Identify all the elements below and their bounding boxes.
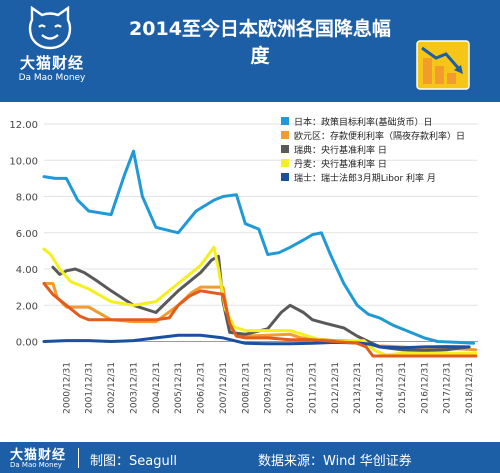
- legend-label-1: 欧元区：存款便利利率（隔夜存款利率）日: [294, 130, 465, 142]
- declining-bars-icon: [416, 40, 470, 90]
- brand-logo: 大猫财经 Da Mao Money: [8, 6, 94, 96]
- header-banner: 大猫财经 Da Mao Money 2014至今日本欧洲各国降息幅度: [0, 0, 500, 102]
- legend-swatch-4: [281, 173, 289, 181]
- footer-brand: 大猫财经: [10, 448, 67, 463]
- brand-name: 大猫财经: [19, 54, 84, 72]
- x-tick-label-2: 2002/12/31: [107, 362, 117, 414]
- y-tick-label-2: 8.00: [16, 193, 38, 204]
- legend-swatch-3: [281, 159, 289, 167]
- x-tick-label-12: 2012/12/31: [331, 362, 341, 414]
- page-title: 2014至今日本欧洲各国降息幅度: [129, 18, 391, 67]
- footer-divider: [78, 448, 79, 468]
- y-tick-label-4: 4.00: [16, 265, 38, 276]
- y-tick-label-3: 6.00: [16, 229, 38, 240]
- y-tick-label-5: 2.00: [16, 301, 38, 312]
- x-tick-label-6: 2006/12/31: [197, 362, 207, 414]
- legend-swatch-1: [281, 131, 289, 139]
- chart-legend: 日本：政策目标利率(基础货币）日欧元区：存款便利利率（隔夜存款利率）日瑞典：央行…: [281, 116, 465, 184]
- chart-area: 12.00 10.00 8.00 6.00 4.00 2.00 0.00 2000/12/3…: [0, 102, 500, 442]
- legend-label-4: 瑞士：瑞士法郎3月期Libor 利率 月: [294, 172, 436, 184]
- footer-brand-en: Da Mao Money: [10, 461, 62, 469]
- x-tick-label-1: 2001/12/31: [85, 362, 95, 414]
- rate-chart: 12.00 10.00 8.00 6.00 4.00 2.00 0.00 2000/12/3…: [9, 116, 478, 414]
- x-tick-label-18: 2018/12/31: [465, 362, 475, 414]
- series-line-1: [42, 282, 478, 352]
- series-lines: [42, 149, 478, 358]
- series-line-3: [42, 245, 478, 357]
- x-tick-label-11: 2011/12/31: [308, 362, 318, 414]
- footer-source: 数据来源：Wind 华创证券: [258, 454, 412, 469]
- x-tick-label-4: 2004/12/31: [152, 362, 162, 414]
- x-tick-label-15: 2015/12/31: [398, 362, 408, 414]
- series-line-5: [42, 282, 478, 358]
- x-tick-label-0: 2000/12/31: [62, 362, 72, 414]
- brand-name-en: Da Mao Money: [18, 73, 86, 83]
- y-tick-label-6: 0.00: [16, 338, 38, 349]
- x-tick-label-10: 2010/12/31: [286, 362, 296, 414]
- legend-swatch-2: [281, 145, 289, 153]
- x-tick-label-9: 2009/12/31: [264, 362, 274, 414]
- x-tick-label-16: 2016/12/31: [420, 362, 430, 414]
- y-tick-label-0: 12.00: [9, 120, 38, 131]
- series-line-2: [51, 254, 471, 353]
- y-axis-ticks: 12.00 10.00 8.00 6.00 4.00 2.00 0.00: [9, 120, 38, 349]
- y-tick-label-1: 10.00: [9, 156, 38, 167]
- series-line-4: [42, 333, 471, 350]
- legend-label-3: 丹麦：央行基准利率 日: [294, 158, 387, 170]
- x-tick-label-3: 2003/12/31: [129, 362, 139, 414]
- footer-banner: 大猫财经 Da Mao Money 制图：Seagull 数据来源：Wind 华…: [0, 442, 500, 473]
- cat-logo-icon: [28, 6, 72, 50]
- legend-swatch-0: [281, 117, 289, 125]
- legend-label-2: 瑞典：央行基准利率 日: [294, 144, 387, 156]
- x-tick-label-7: 2007/12/31: [219, 362, 229, 414]
- x-tick-label-5: 2005/12/31: [174, 362, 184, 414]
- x-tick-label-13: 2013/12/31: [353, 362, 363, 414]
- series-line-0: [42, 149, 475, 345]
- x-tick-label-17: 2017/12/31: [443, 362, 453, 414]
- legend-label-0: 日本：政策目标利率(基础货币）日: [294, 116, 433, 128]
- x-axis-ticks: 2000/12/31 2001/12/31 2002/12/31 2003/12/31…: [62, 362, 475, 414]
- x-tick-label-8: 2008/12/31: [241, 362, 251, 414]
- footer-maker: 制图：Seagull: [90, 454, 177, 469]
- x-tick-label-14: 2014/12/31: [376, 362, 386, 414]
